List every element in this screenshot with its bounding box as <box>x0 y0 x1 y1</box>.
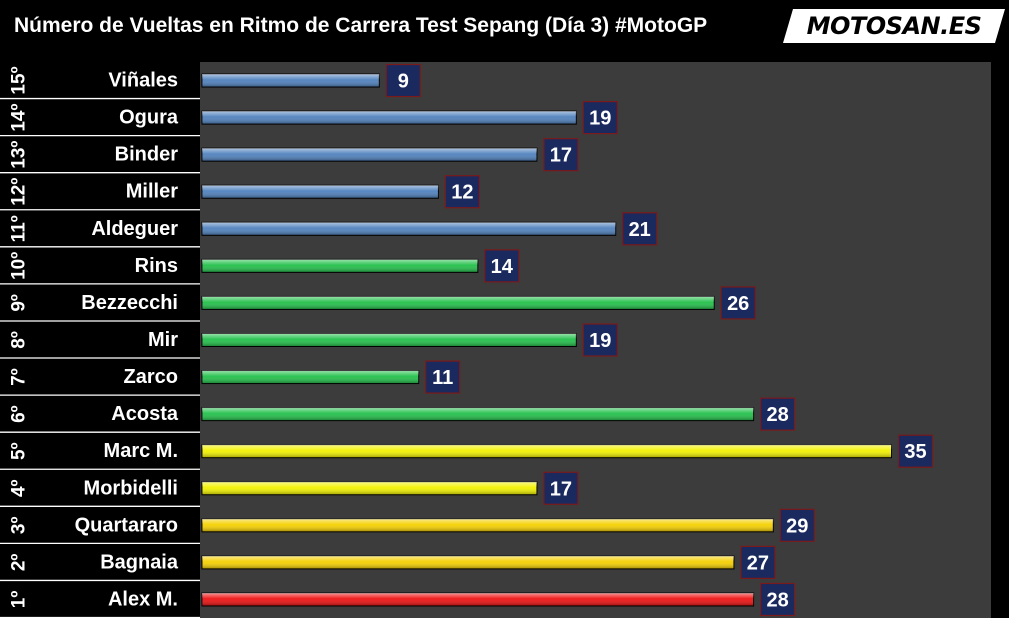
rank-label: 5º <box>9 442 30 460</box>
chart-row: 8º Mir 19 <box>0 323 618 359</box>
data-label: 29 <box>786 515 808 537</box>
bar-shine <box>202 222 616 236</box>
chart-row: 5º Marc M. 35 <box>0 434 934 470</box>
bar-shine <box>202 370 419 384</box>
rank-label: 3º <box>9 517 30 535</box>
chart-row: 3º Quartararo 29 <box>0 508 815 545</box>
chart-row: 6º Acosta 28 <box>0 397 796 433</box>
rank-label: 6º <box>9 405 30 423</box>
chart-row: 13º Binder 17 <box>0 138 579 174</box>
chart-row: 14º Ogura 19 <box>0 100 618 137</box>
logo-badge-icon <box>783 9 1005 43</box>
rank-label: 4º <box>9 479 30 497</box>
data-label-box <box>720 286 756 320</box>
data-label: 17 <box>550 478 572 500</box>
chart-row: 15º Viñales 9 <box>0 63 421 100</box>
logo-text: MOTOSAN.ES <box>806 12 982 40</box>
rider-label: Morbidelli <box>84 477 178 499</box>
rank-label: 2º <box>9 554 30 572</box>
rider-label: Zarco <box>124 366 178 388</box>
data-label-box <box>779 508 815 542</box>
rank-label: 15º <box>9 66 30 94</box>
chart-row: 9º Bezzecchi 26 <box>0 286 756 322</box>
data-label: 28 <box>766 589 788 611</box>
chart-row: 7º Zarco 11 <box>0 360 461 396</box>
bar-shine <box>202 518 774 532</box>
bar-shine <box>202 592 754 606</box>
data-label: 28 <box>766 404 788 426</box>
bar-shine <box>202 407 754 421</box>
data-label: 21 <box>629 219 651 241</box>
chart-row: 12º Miller 12 <box>0 175 480 211</box>
chart-row: 10º Rins 14 <box>0 249 520 285</box>
data-label-box <box>484 249 520 283</box>
data-label: 12 <box>451 182 473 204</box>
rider-label: Marc M. <box>104 440 178 462</box>
data-label: 27 <box>747 552 769 574</box>
rider-label: Acosta <box>111 403 179 425</box>
data-label: 9 <box>398 71 409 93</box>
data-label-box <box>425 360 461 394</box>
data-label-box <box>759 397 796 431</box>
rider-label: Aldeguer <box>91 218 178 240</box>
rider-label: Bezzecchi <box>81 292 178 314</box>
data-label-box <box>897 434 934 468</box>
rider-label: Alex M. <box>108 588 178 610</box>
bar-shine <box>202 111 577 125</box>
rider-label: Binder <box>115 144 179 166</box>
rank-label: 14º <box>9 104 30 132</box>
rider-label: Bagnaia <box>100 551 179 573</box>
data-label-box <box>582 323 618 357</box>
data-label: 19 <box>589 330 611 352</box>
rank-label: 7º <box>9 368 30 386</box>
data-label-box <box>582 100 618 135</box>
data-label-box <box>543 138 579 172</box>
data-label-box <box>740 545 776 579</box>
bar-shine <box>202 333 577 347</box>
data-label-box <box>444 175 480 209</box>
data-label: 26 <box>727 293 749 315</box>
rank-label: 1º <box>9 591 30 609</box>
rider-label: Viñales <box>108 70 178 92</box>
motosan-logo: MOTOSAN.ES <box>783 9 1005 43</box>
data-label: 17 <box>550 145 572 167</box>
rider-label: Ogura <box>119 107 179 129</box>
bar-shine <box>202 481 537 495</box>
chart-row: 11º Aldeguer 21 <box>0 212 658 248</box>
data-label: 14 <box>491 256 514 278</box>
rider-label: Miller <box>126 181 178 203</box>
data-label-box <box>622 212 658 246</box>
bar-shine <box>202 185 439 199</box>
rank-label: 11º <box>9 215 30 242</box>
rider-label: Quartararo <box>75 514 178 536</box>
data-label-box <box>759 582 796 617</box>
bar-shine <box>202 555 734 569</box>
bar-chart: 15º Viñales 9 14º Ogura 19 13º Binder 17 12º Mille… <box>0 62 991 618</box>
rank-label: 9º <box>9 294 30 312</box>
chart-title: Número de Vueltas en Ritmo de Carrera Te… <box>14 14 708 37</box>
rider-label: Rins <box>135 255 178 277</box>
bar-shine <box>202 259 478 273</box>
rank-label: 13º <box>9 141 30 169</box>
rank-label: 8º <box>9 331 30 349</box>
rank-label: 10º <box>9 252 30 280</box>
bar-shine <box>202 296 715 310</box>
data-label-box <box>543 471 579 505</box>
chart-row: 2º Bagnaia 27 <box>0 545 776 582</box>
bar-shine <box>202 148 537 162</box>
bar-shine <box>202 444 892 458</box>
data-label: 35 <box>904 441 926 463</box>
data-label: 19 <box>589 108 611 130</box>
data-label-box <box>385 63 421 98</box>
rider-label: Mir <box>148 329 178 351</box>
data-label: 11 <box>432 367 453 389</box>
rank-label: 12º <box>9 178 30 206</box>
chart-row: 4º Morbidelli 17 <box>0 471 579 507</box>
bar-shine <box>202 74 380 88</box>
